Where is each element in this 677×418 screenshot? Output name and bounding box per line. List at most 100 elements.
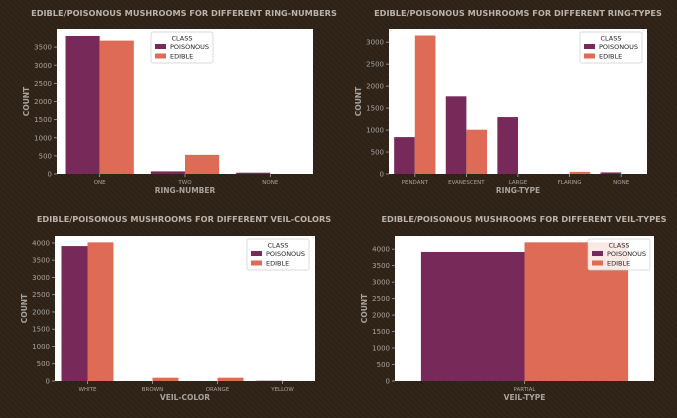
legend-label-poisonous: POISONOUS	[599, 43, 638, 51]
chart-title: EDIBLE/POISONOUS MUSHROOMS FOR DIFFERENT…	[37, 214, 331, 224]
y-tick-label: 500	[39, 152, 52, 160]
y-tick-label: 2500	[34, 80, 52, 88]
y-tick-label: 4000	[32, 239, 50, 247]
y-tick-label: 1000	[372, 345, 390, 353]
chart-1: EDIBLE/POISONOUS MUSHROOMS FOR DIFFERENT…	[22, 8, 337, 195]
bar-poisonous-none	[236, 172, 271, 174]
y-tick-label: 500	[377, 361, 390, 369]
legend-label-edible: EDIBLE	[599, 53, 622, 61]
x-tick-label: LARGE	[509, 180, 528, 186]
legend-swatch-edible	[251, 260, 262, 266]
bar-edible-two	[185, 154, 220, 174]
bar-edible-pendant	[414, 35, 436, 175]
y-axis-label: COUNT	[354, 86, 363, 116]
bar-poisonous-one	[65, 35, 100, 175]
y-tick-label: 4000	[372, 246, 390, 254]
x-tick-label: NONE	[613, 180, 630, 186]
legend-label-poisonous: POISONOUS	[170, 43, 209, 51]
legend-box	[246, 238, 310, 271]
y-tick-label: 2500	[32, 291, 50, 299]
y-tick-label: 2500	[366, 61, 384, 69]
y-tick-label: 1000	[32, 343, 50, 351]
x-axis-label: VEIL-COLOR	[160, 393, 210, 402]
y-tick-label: 3500	[372, 262, 390, 270]
legend-label-edible: EDIBLE	[266, 260, 289, 268]
x-tick-label: TWO	[177, 180, 192, 186]
legend-swatch-poisonous	[584, 44, 595, 49]
legend-title: CLASS	[600, 35, 621, 43]
chart-title: EDIBLE/POISONOUS MUSHROOMS FOR DIFFERENT…	[381, 214, 666, 224]
legend-label-poisonous: POISONOUS	[266, 250, 305, 258]
legend-label-edible: EDIBLE	[607, 260, 630, 268]
legend-title: CLASS	[267, 242, 288, 250]
bar-poisonous-evanescent	[445, 96, 467, 174]
legend-swatch-edible	[592, 260, 603, 266]
x-axis-label: RING-TYPE	[496, 186, 540, 195]
y-tick-label: 0	[48, 171, 52, 179]
x-tick-label: ORANGE	[206, 387, 230, 393]
y-tick-label: 0	[380, 171, 384, 179]
y-tick-label: 1000	[34, 134, 52, 142]
y-tick-label: 3500	[34, 44, 52, 52]
legend-swatch-poisonous	[155, 44, 166, 49]
bar-poisonous-large	[497, 117, 518, 174]
y-tick-label: 1500	[366, 105, 384, 113]
legend-swatch-poisonous	[251, 251, 262, 256]
bar-edible-flaring	[569, 171, 591, 174]
x-tick-label: FLARING	[558, 180, 582, 186]
y-tick-label: 500	[371, 149, 384, 157]
y-tick-label: 2000	[34, 98, 52, 106]
legend-box	[587, 238, 651, 271]
y-tick-label: 3500	[32, 257, 50, 265]
y-tick-label: 500	[37, 360, 50, 368]
legend-box	[150, 31, 214, 64]
bar-edible-white	[87, 242, 114, 381]
legend-title: CLASS	[171, 35, 192, 43]
bar-edible-evanescent	[466, 129, 488, 174]
bar-edible-brown	[152, 377, 179, 381]
y-tick-label: 1500	[32, 326, 50, 334]
x-tick-label: EVANESCENT	[448, 180, 485, 186]
chart-3: EDIBLE/POISONOUS MUSHROOMS FOR DIFFERENT…	[20, 214, 331, 402]
y-tick-label: 2000	[366, 83, 384, 91]
y-axis-label: COUNT	[20, 293, 29, 323]
legend-label-edible: EDIBLE	[170, 53, 193, 61]
legend-title: CLASS	[608, 242, 629, 250]
legend-swatch-edible	[155, 53, 166, 59]
bar-poisonous-pendant	[394, 137, 415, 174]
y-tick-label: 3000	[32, 274, 50, 282]
legend-swatch-edible	[584, 53, 595, 59]
y-tick-label: 1500	[34, 116, 52, 124]
chart-title: EDIBLE/POISONOUS MUSHROOMS FOR DIFFERENT…	[31, 8, 337, 18]
x-tick-label: WHITE	[78, 387, 97, 393]
y-tick-label: 3000	[34, 62, 52, 70]
x-tick-label: NONE	[262, 180, 279, 186]
y-axis-label: COUNT	[360, 293, 369, 323]
bar-poisonous-two	[150, 171, 185, 174]
y-axis-label: COUNT	[22, 86, 31, 116]
x-tick-label: YELLOW	[270, 387, 294, 393]
chart-4: EDIBLE/POISONOUS MUSHROOMS FOR DIFFERENT…	[360, 214, 667, 402]
chart-title: EDIBLE/POISONOUS MUSHROOMS FOR DIFFERENT…	[374, 8, 662, 18]
chart-2: EDIBLE/POISONOUS MUSHROOMS FOR DIFFERENT…	[354, 8, 662, 195]
y-tick-label: 0	[46, 378, 50, 386]
legend-label-poisonous: POISONOUS	[607, 250, 646, 258]
y-tick-label: 2500	[372, 295, 390, 303]
x-axis-label: RING-NUMBER	[155, 186, 216, 195]
bar-poisonous-none	[600, 172, 622, 174]
y-tick-label: 1500	[372, 328, 390, 336]
y-tick-label: 3000	[372, 279, 390, 287]
y-tick-label: 1000	[366, 127, 384, 135]
bar-edible-orange	[217, 377, 244, 381]
x-tick-label: ONE	[94, 180, 106, 186]
x-tick-label: BROWN	[142, 387, 163, 393]
x-tick-label: PENDANT	[402, 180, 429, 186]
bar-poisonous-partial	[420, 251, 525, 381]
bar-edible-one	[99, 40, 134, 174]
y-tick-label: 0	[386, 378, 390, 386]
